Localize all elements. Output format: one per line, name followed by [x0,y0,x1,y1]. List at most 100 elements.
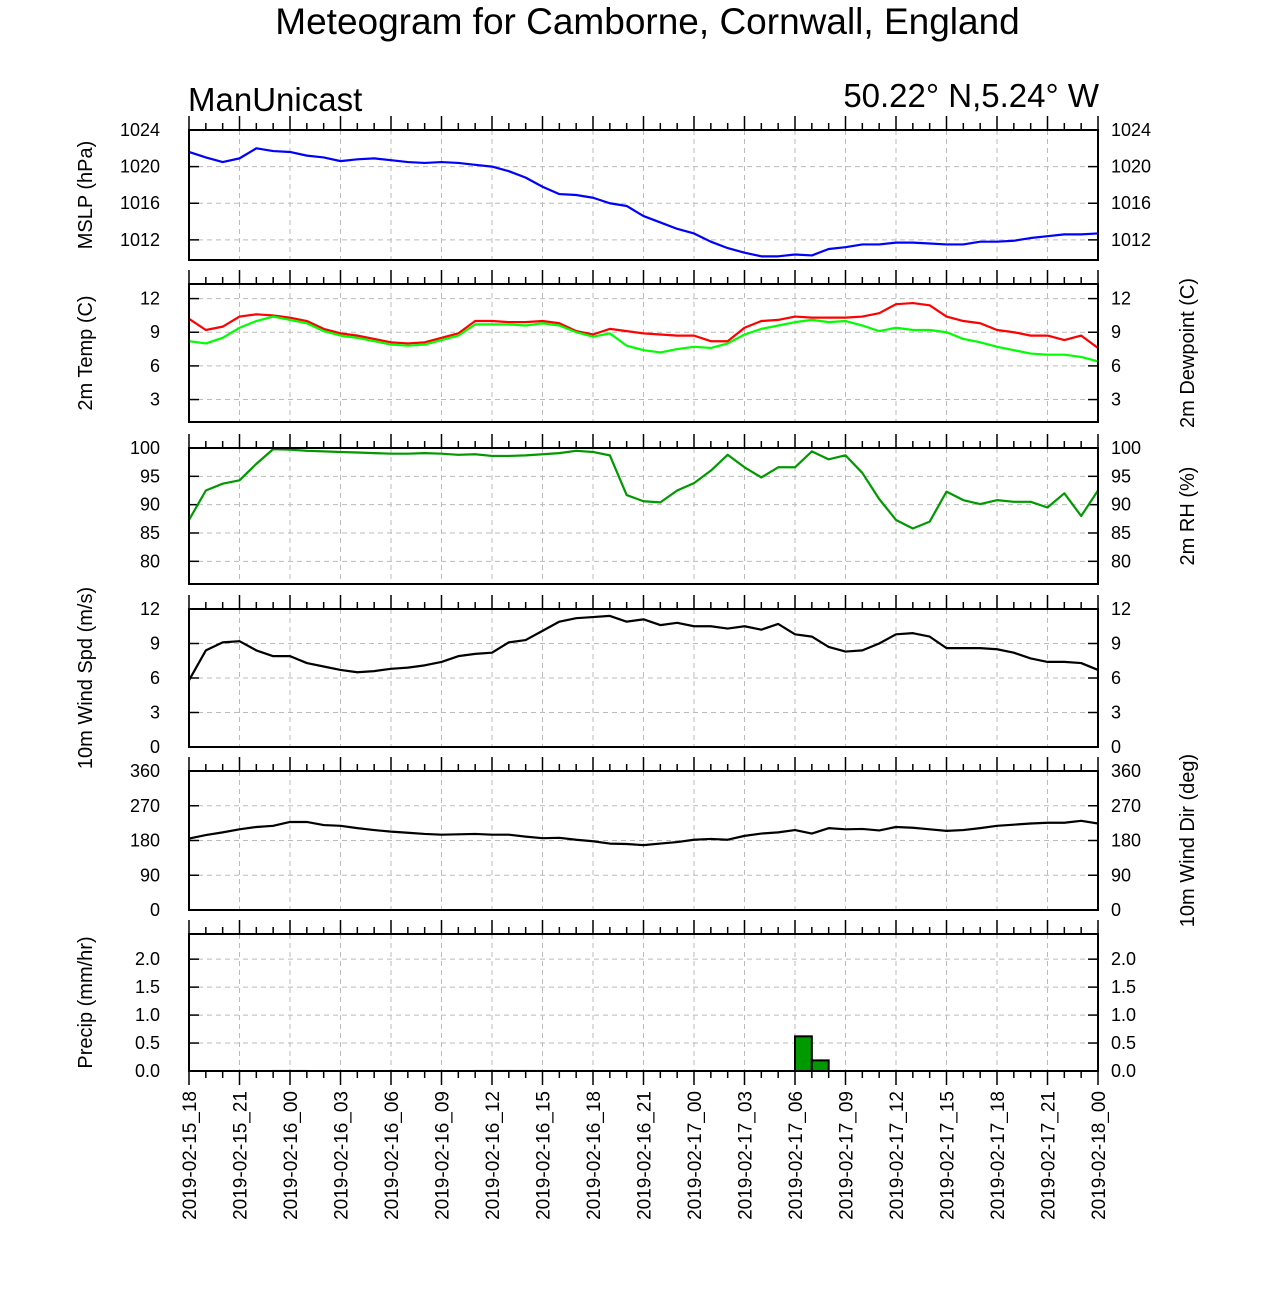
data-point-wind_dir [726,838,729,841]
y-tick-label-left: 1016 [120,193,160,213]
data-point-temperature [507,321,510,324]
data-point-temperature [289,316,291,319]
data-point-dewpoint [962,338,965,340]
data-point-rh [541,453,544,456]
y-tick-label-left: 6 [150,356,160,376]
data-point-rh [339,451,342,453]
data-point-wind_dir [962,829,965,831]
data-point-dewpoint [777,324,780,327]
data-point-temperature [238,315,241,318]
y-tick-label-left: 100 [130,438,160,458]
data-point-wind_speed [457,655,460,658]
y-tick-label-left: 95 [140,466,160,486]
data-point-rh [996,499,998,502]
data-point-wind_dir [221,831,224,834]
x-tick-label: 2019-02-17_03 [736,1091,757,1220]
y-tick-label-left: 80 [140,551,160,571]
panel-4: 0 3 6 9 12 0 3 6 9 12 10m Wind Spd (m/s) [75,587,1131,769]
y-tick-label-left: 90 [140,865,160,885]
data-point-dewpoint [575,331,578,334]
data-point-dewpoint [1080,356,1083,358]
y-axis-label-right: 10m Wind Dir (deg) [1177,754,1199,927]
data-point-temperature [1012,331,1015,334]
x-tick-label: 2019-02-16_06 [382,1091,403,1220]
y-tick-label-left: 0.5 [135,1033,160,1053]
x-tick-label: 2019-02-17_12 [887,1091,908,1220]
data-point-mslp [423,162,426,164]
data-point-wind_dir [911,826,914,829]
data-point-wind_speed [625,620,628,623]
data-point-wind_speed [996,648,998,651]
data-point-wind_dir [895,826,897,828]
data-point-rh [777,466,780,469]
y-tick-label-right: 6 [1111,668,1121,688]
data-point-mslp [339,160,342,163]
data-point-wind_dir [861,828,864,830]
data-point-wind_speed [1029,657,1032,660]
data-point-wind_speed [238,640,241,643]
data-point-wind_speed [979,647,982,649]
data-point-dewpoint [255,320,258,322]
y-tick-label-left: 0 [150,900,160,920]
y-tick-label-right: 1020 [1111,157,1151,177]
data-point-rh [911,527,914,530]
data-point-mslp [608,202,611,205]
data-point-wind_dir [541,837,544,840]
data-point-temperature [709,340,712,343]
data-point-wind_speed [743,625,746,628]
data-point-wind_dir [827,827,830,830]
x-tick-label: 2019-02-16_03 [332,1091,353,1220]
data-point-dewpoint [709,347,712,349]
x-tick-label: 2019-02-17_09 [837,1091,858,1220]
data-point-temperature [221,325,224,328]
data-point-wind_speed [1063,661,1066,663]
data-point-rh [423,452,426,454]
data-point-rh [928,520,931,523]
data-point-rh [861,472,864,474]
data-point-temperature [322,327,325,330]
panel-2: 3 6 9 12 3 6 9 12 2m Temp (C) 2m Dewpoint (C) [75,270,1199,428]
data-point-mslp [238,157,241,160]
data-point-dewpoint [693,345,695,348]
y-axis-label-left: Precip (mm/hr) [75,936,97,1068]
data-point-dewpoint [238,326,241,329]
data-point-rh [204,489,207,492]
data-point-temperature [440,336,443,339]
data-point-dewpoint [1046,353,1049,356]
data-point-mslp [406,161,409,163]
data-point-rh [1063,492,1066,495]
y-tick-label-right: 0 [1111,737,1121,757]
data-point-wind_speed [659,624,662,626]
data-point-temperature [945,315,948,318]
data-point-wind_dir [777,831,780,834]
data-point-mslp [659,221,662,224]
data-point-dewpoint [895,326,897,329]
data-point-rh [895,519,897,521]
data-point-dewpoint [541,322,544,325]
data-point-wind_dir [928,828,931,831]
data-point-temperature [541,320,544,322]
data-point-rh [760,476,763,479]
data-point-mslp [1012,239,1015,242]
data-point-wind_dir [794,829,796,831]
data-point-wind_dir [406,831,409,834]
y-axis-label-left: 2m Temp (C) [75,295,97,410]
data-point-rh [743,466,746,469]
data-point-mslp [726,247,729,249]
data-point-wind_speed [406,666,409,669]
data-point-rh [642,500,645,503]
location-label: 50.22° N,5.24° W [843,77,1099,114]
data-point-wind_speed [373,670,376,672]
data-point-rh [962,499,965,502]
y-tick-label-right: 9 [1111,322,1121,342]
data-point-temperature [592,333,594,336]
data-point-dewpoint [322,330,325,333]
data-point-rh [945,490,948,493]
data-point-wind_dir [322,824,325,826]
y-tick-label-right: 90 [1111,865,1131,885]
y-tick-label-left: 3 [150,390,160,410]
data-point-wind_speed [221,641,224,644]
data-point-rh [406,452,409,455]
data-point-dewpoint [861,324,864,327]
model-label: ManUnicast [188,81,363,118]
